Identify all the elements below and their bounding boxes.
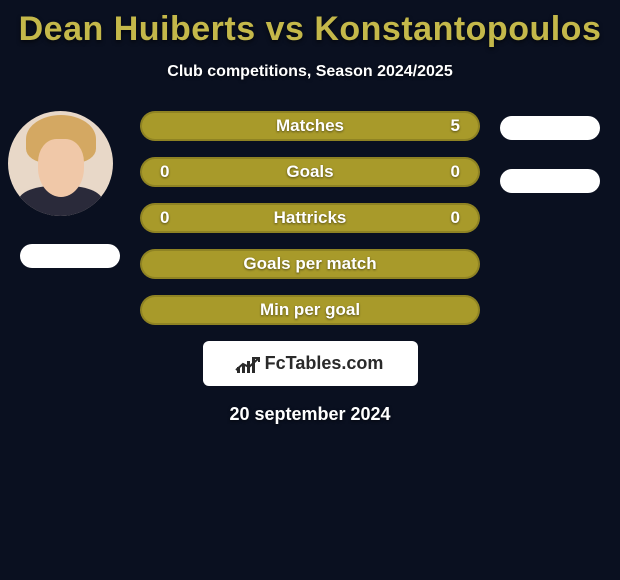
stat-left-value: 0: [160, 162, 190, 182]
player-avatar: [8, 111, 113, 216]
logo-chart-icon: [237, 355, 261, 373]
flag-left: [20, 244, 120, 268]
flag-right-bottom: [500, 169, 600, 193]
stat-right-value: 0: [430, 162, 460, 182]
stat-label: Goals per match: [190, 254, 430, 274]
stat-row-goals: 0 Goals 0: [140, 157, 480, 187]
stat-label: Min per goal: [190, 300, 430, 320]
stat-left-value: 0: [160, 208, 190, 228]
stat-row-hattricks: 0 Hattricks 0: [140, 203, 480, 233]
page-title: Dean Huiberts vs Konstantopoulos: [0, 0, 620, 49]
logo-box: FcTables.com: [203, 341, 418, 386]
avatar-face: [38, 139, 84, 197]
logo-text: FcTables.com: [265, 353, 384, 374]
flag-right-top: [500, 116, 600, 140]
stat-right-value: 5: [430, 116, 460, 136]
logo-line-icon: [235, 357, 261, 371]
logo-suffix: .com: [341, 353, 383, 373]
date-text: 20 september 2024: [140, 404, 480, 425]
stats-panel: Matches 5 0 Goals 0 0 Hattricks 0 Goals …: [140, 111, 480, 425]
stat-row-matches: Matches 5: [140, 111, 480, 141]
logo-prefix: Fc: [265, 353, 286, 373]
stat-label: Matches: [190, 116, 430, 136]
stat-label: Hattricks: [190, 208, 430, 228]
stat-row-gpm: Goals per match: [140, 249, 480, 279]
stat-row-mpg: Min per goal: [140, 295, 480, 325]
subtitle: Club competitions, Season 2024/2025: [0, 63, 620, 81]
stat-right-value: 0: [430, 208, 460, 228]
stat-label: Goals: [190, 162, 430, 182]
logo-main: Tables: [286, 353, 342, 373]
